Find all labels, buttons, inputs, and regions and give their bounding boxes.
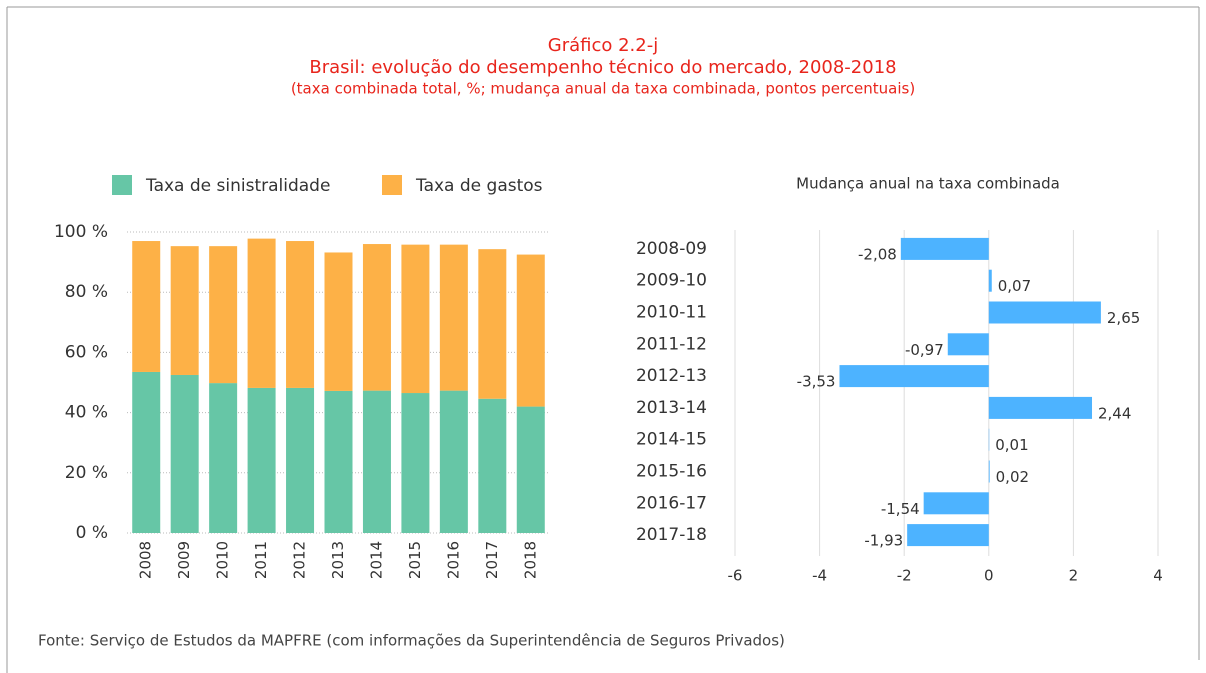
legend-label: Taxa de gastos [415,176,543,196]
data-label: -0,97 [905,341,944,359]
bar-segment [247,387,276,533]
x-tick-label: 2012 [291,541,309,579]
x-tick-label: -2 [897,567,912,585]
bar-segment [401,393,430,533]
y-tick-label: 40 % [65,403,108,423]
x-tick-label: 2008 [137,541,155,579]
bar-segment [132,371,161,533]
figure-note: (taxa combinada total, %; mudança anual … [291,80,915,98]
data-label: 0,02 [996,468,1029,486]
x-tick-label: 2016 [444,541,462,579]
y-tick-label: 2009-10 [636,271,707,291]
data-label: -3,53 [797,373,836,391]
bar-segment [362,244,391,391]
bar [988,301,1101,324]
x-tick-label: 2014 [367,541,385,579]
x-tick-label: 2015 [406,541,424,579]
data-label: -1,93 [864,532,903,550]
bar-segment [362,390,391,533]
data-label: -1,54 [881,500,920,518]
bar-segment [439,244,468,391]
bar-segment [401,244,430,394]
bar-segment [286,241,315,388]
legend-swatch [382,175,402,195]
x-tick-label: -6 [728,567,743,585]
x-tick-label: 2 [1069,567,1079,585]
x-tick-label: 0 [984,567,994,585]
data-label: 2,65 [1107,309,1140,327]
bar-segment [478,249,507,399]
y-tick-label: 2011-12 [636,334,707,354]
bar-segment [286,387,315,533]
bar-segment [170,374,199,533]
bar [923,492,989,515]
figure-title: Gráfico 2.2-j [548,35,658,56]
bar [988,460,990,483]
data-label: 2,44 [1098,404,1131,422]
y-tick-label: 2012-13 [636,366,707,386]
bar-segment [132,241,161,372]
y-tick-label: 80 % [65,282,108,302]
bar [907,524,989,547]
bar-segment [478,398,507,533]
bar-segment [324,390,353,533]
legend-label: Taxa de sinistralidade [145,176,330,196]
x-tick-label: 2009 [175,541,193,579]
y-tick-label: 20 % [65,463,108,483]
source: Fonte: Serviço de Estudos da MAPFRE (com… [38,632,785,650]
bar [988,269,992,292]
y-tick-label: 2017-18 [636,525,707,545]
x-tick-label: 2017 [483,541,501,579]
y-tick-label: 2010-11 [636,303,707,323]
bar [947,333,989,356]
y-tick-label: 2013-14 [636,398,707,418]
bar-segment [247,238,276,388]
x-tick-label: 4 [1153,567,1163,585]
x-tick-label: 2011 [252,541,270,579]
x-tick-label: 2018 [521,541,539,579]
bar-segment [209,246,238,384]
y-tick-label: 2015-16 [636,462,707,482]
y-tick-label: 2008-09 [636,239,707,259]
x-tick-label: 2010 [214,541,232,579]
bar-segment [209,383,238,533]
bar-segment [170,246,199,375]
y-tick-label: 60 % [65,342,108,362]
bar [839,365,989,388]
bar [988,396,1093,419]
chart-title: Mudança anual na taxa combinada [796,175,1060,193]
y-tick-label: 0 % [76,523,108,543]
data-label: -2,08 [858,245,897,263]
bar-segment [516,406,545,533]
y-tick-label: 2014-15 [636,430,707,450]
figure-subtitle: Brasil: evolução do desempenho técnico d… [309,57,896,78]
legend-swatch [112,175,132,195]
bar-segment [516,254,545,407]
x-tick-label: 2013 [329,541,347,579]
bar-segment [324,252,353,391]
bar-segment [439,390,468,533]
data-label: 0,07 [998,277,1031,295]
y-tick-label: 100 % [54,222,108,242]
data-label: 0,01 [995,436,1028,454]
x-tick-label: -4 [812,567,827,585]
bar [900,237,989,260]
y-tick-label: 2016-17 [636,493,707,513]
